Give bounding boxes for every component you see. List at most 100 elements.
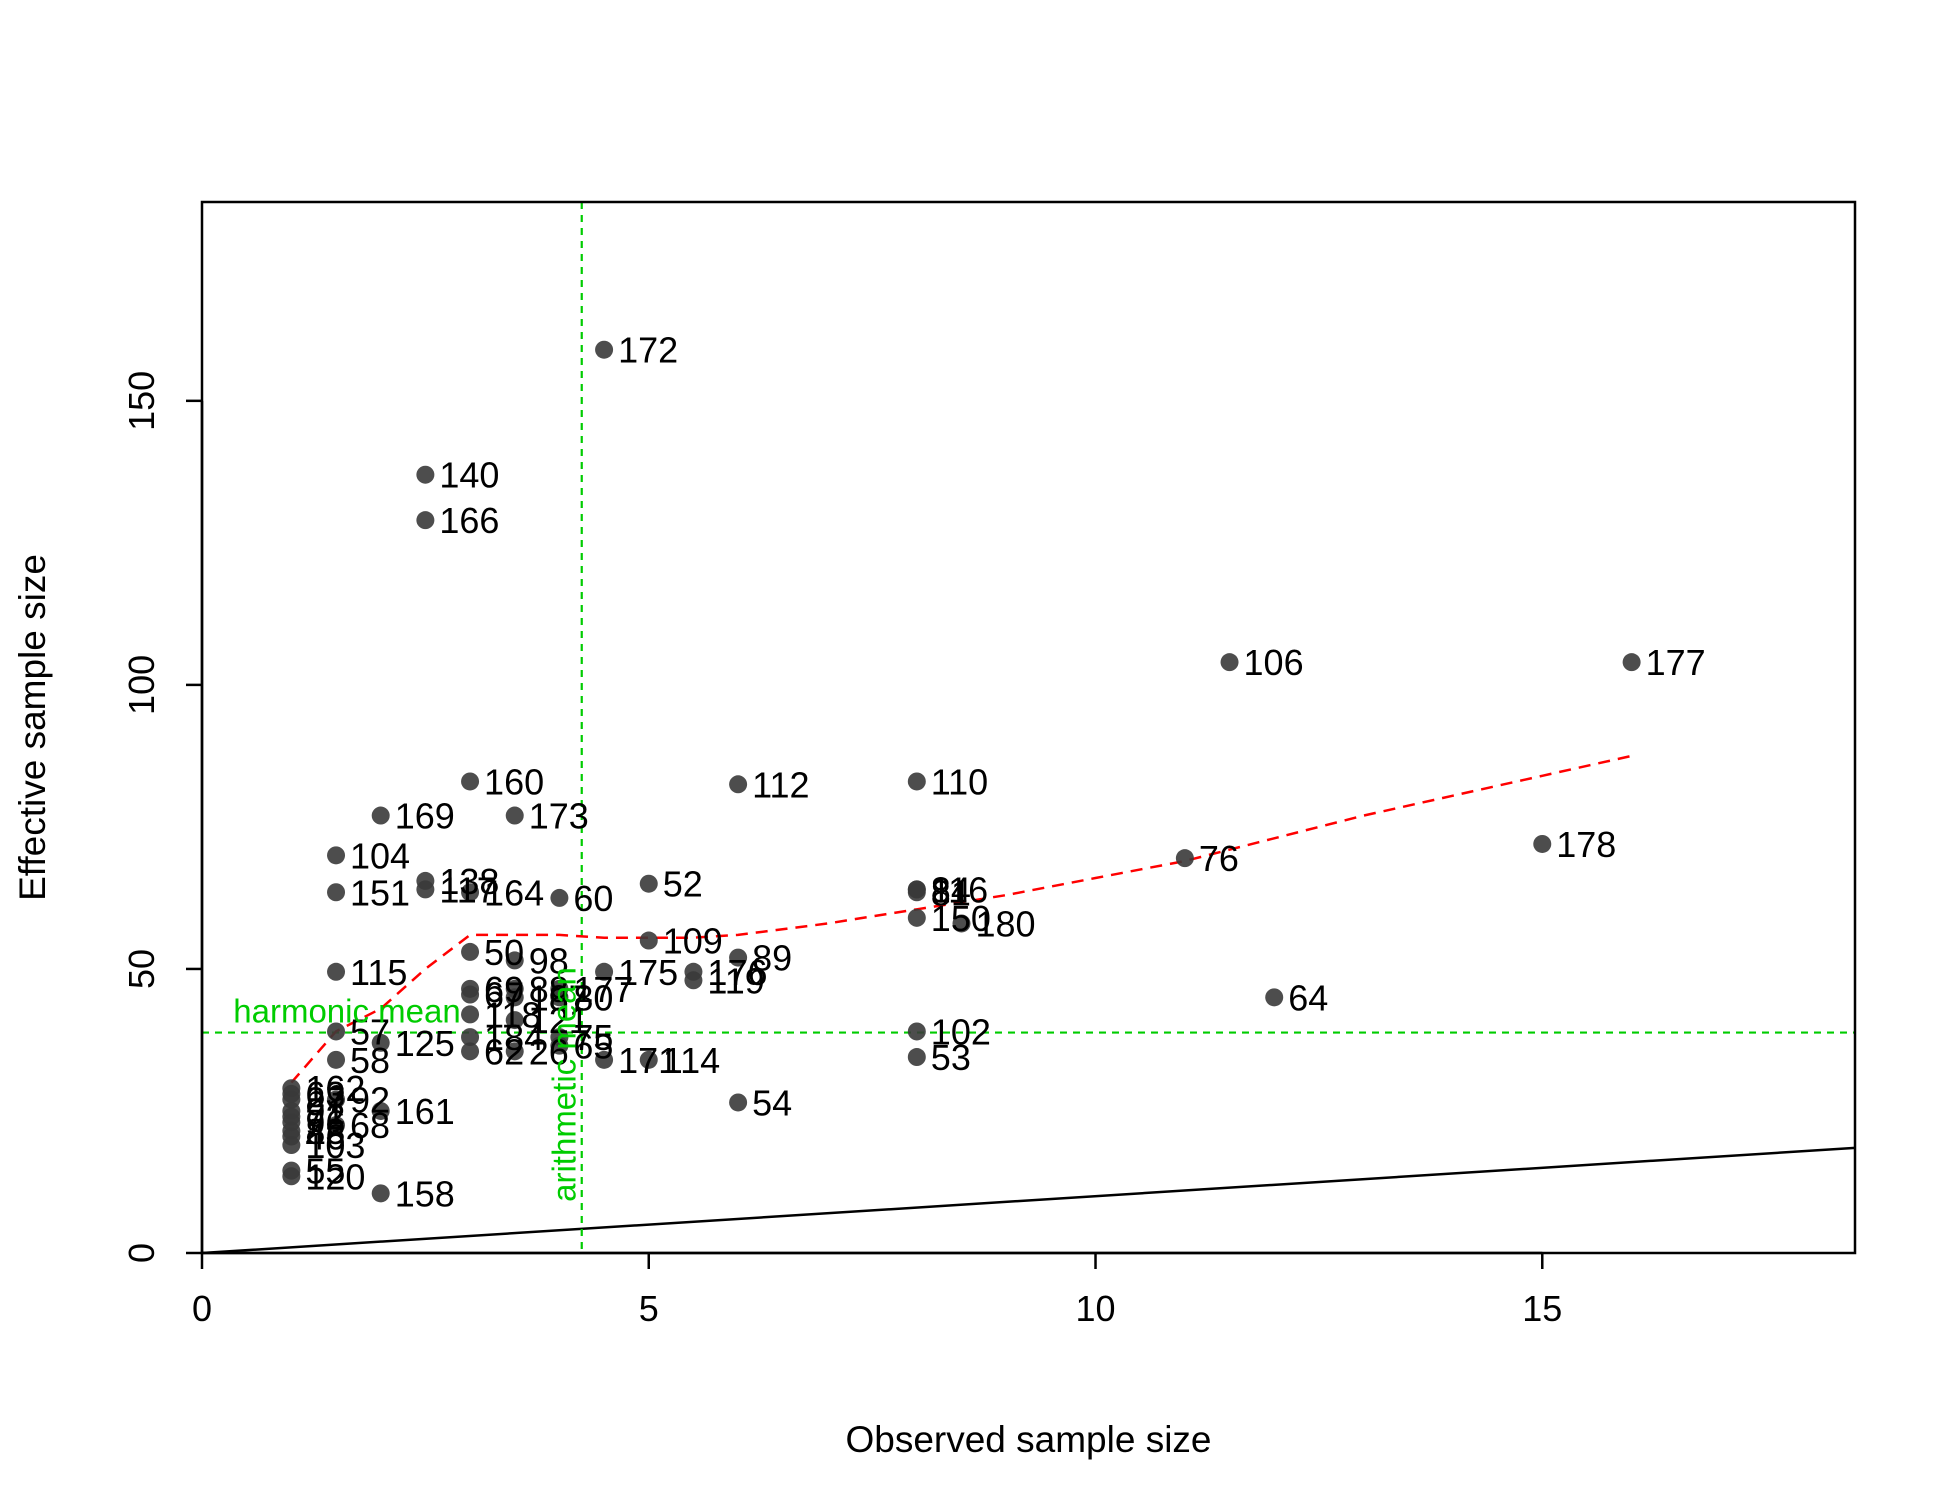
data-point (639, 1050, 658, 1069)
data-point (461, 772, 480, 791)
data-point (505, 806, 524, 825)
data-point (327, 1090, 346, 1109)
data-point (1220, 653, 1239, 672)
data-point (1533, 834, 1552, 853)
point-label: 104 (350, 835, 410, 876)
data-point (282, 1167, 301, 1186)
point-label: 177 (573, 969, 633, 1010)
point-label: 172 (618, 330, 678, 371)
point-label: 121 (529, 1000, 589, 1041)
point-label: 138 (439, 861, 499, 902)
x-tick-label: 5 (639, 1288, 659, 1329)
point-label: 109 (663, 921, 723, 962)
point-label: 114 (663, 1040, 720, 1081)
point-label: 158 (395, 1173, 455, 1214)
data-point (416, 880, 435, 899)
harmonic-mean-label: harmonic mean (233, 993, 460, 1030)
point-label: 92 (350, 1080, 390, 1121)
point-label: 65 (573, 1026, 613, 1067)
x-tick-label: 15 (1522, 1288, 1562, 1329)
point-label: 169 (395, 796, 455, 837)
data-point (550, 1036, 569, 1055)
point-label: 187 (529, 977, 589, 1018)
point-label: 88 (529, 969, 569, 1010)
point-label: 103 (305, 1125, 365, 1166)
point-label: 89 (752, 938, 792, 979)
data-point (729, 775, 748, 794)
identity-line (201, 1146, 1856, 1255)
point-label: 173 (529, 796, 589, 837)
data-point (907, 908, 926, 927)
x-axis-title: Observed sample size (845, 1419, 1211, 1460)
data-point (461, 883, 480, 902)
point-label: 180 (975, 903, 1035, 944)
data-point (416, 511, 435, 530)
point-label: 62 (484, 1031, 524, 1072)
point-label: 162 (305, 1068, 365, 1109)
data-point (461, 1005, 480, 1024)
data-point (505, 1011, 524, 1030)
y-tick-label: 50 (121, 949, 162, 989)
point-label: 46 (305, 1117, 345, 1158)
point-label: 110 (931, 761, 988, 802)
point-label: 80 (573, 977, 613, 1018)
point-label: 83 (305, 1111, 345, 1152)
data-point (639, 931, 658, 950)
data-point (505, 951, 524, 970)
data-point (550, 988, 569, 1007)
data-point (639, 874, 658, 893)
point-label: 98 (529, 940, 569, 981)
point-label: 118 (484, 994, 541, 1035)
point-label: 125 (395, 1023, 455, 1064)
point-label: 177 (1646, 642, 1706, 683)
data-point (729, 1093, 748, 1112)
point-label: 72 (305, 1097, 345, 1138)
point-label: 117 (439, 869, 496, 910)
data-point (595, 340, 614, 359)
data-point (505, 1042, 524, 1061)
x-tick-label: 10 (1075, 1288, 1115, 1329)
point-label: 27 (305, 1080, 345, 1121)
point-label: 176 (707, 952, 767, 993)
data-point (595, 962, 614, 981)
point-label: 116 (931, 869, 988, 910)
point-label: 166 (439, 500, 499, 541)
point-label: 60 (573, 878, 613, 919)
data-point (371, 1101, 390, 1120)
data-point (371, 1033, 390, 1052)
point-label: 26 (529, 1031, 569, 1072)
point-label: 161 (395, 1091, 455, 1132)
data-point (952, 914, 971, 933)
point-label: 102 (931, 1011, 991, 1052)
point-label: 150 (931, 898, 991, 939)
data-point (461, 985, 480, 1004)
data-point (550, 888, 569, 907)
point-label: 184 (484, 1017, 544, 1058)
point-label: 106 (1244, 642, 1304, 683)
data-point (327, 962, 346, 981)
data-point (461, 1042, 480, 1061)
data-point (907, 772, 926, 791)
data-point (327, 1116, 346, 1135)
x-tick-label: 0 (192, 1288, 212, 1329)
data-point (684, 971, 703, 990)
point-label: 50 (484, 932, 524, 973)
point-label: 178 (1556, 824, 1616, 865)
point-label: 52 (663, 864, 703, 905)
point-label: 112 (752, 764, 809, 805)
point-label: 81 (931, 872, 971, 913)
point-label: 58 (350, 1040, 390, 1081)
data-point (907, 1022, 926, 1041)
point-label: 164 (484, 872, 544, 913)
data-point (1175, 849, 1194, 868)
data-point (282, 1136, 301, 1155)
point-label: 91 (305, 1091, 345, 1132)
point-label: 175 (618, 952, 678, 993)
point-label: 140 (439, 455, 499, 496)
point-label: 76 (1199, 838, 1239, 879)
smooth-trend-line (290, 754, 1632, 1084)
data-point (416, 465, 435, 484)
data-point (327, 1050, 346, 1069)
data-point (327, 846, 346, 865)
